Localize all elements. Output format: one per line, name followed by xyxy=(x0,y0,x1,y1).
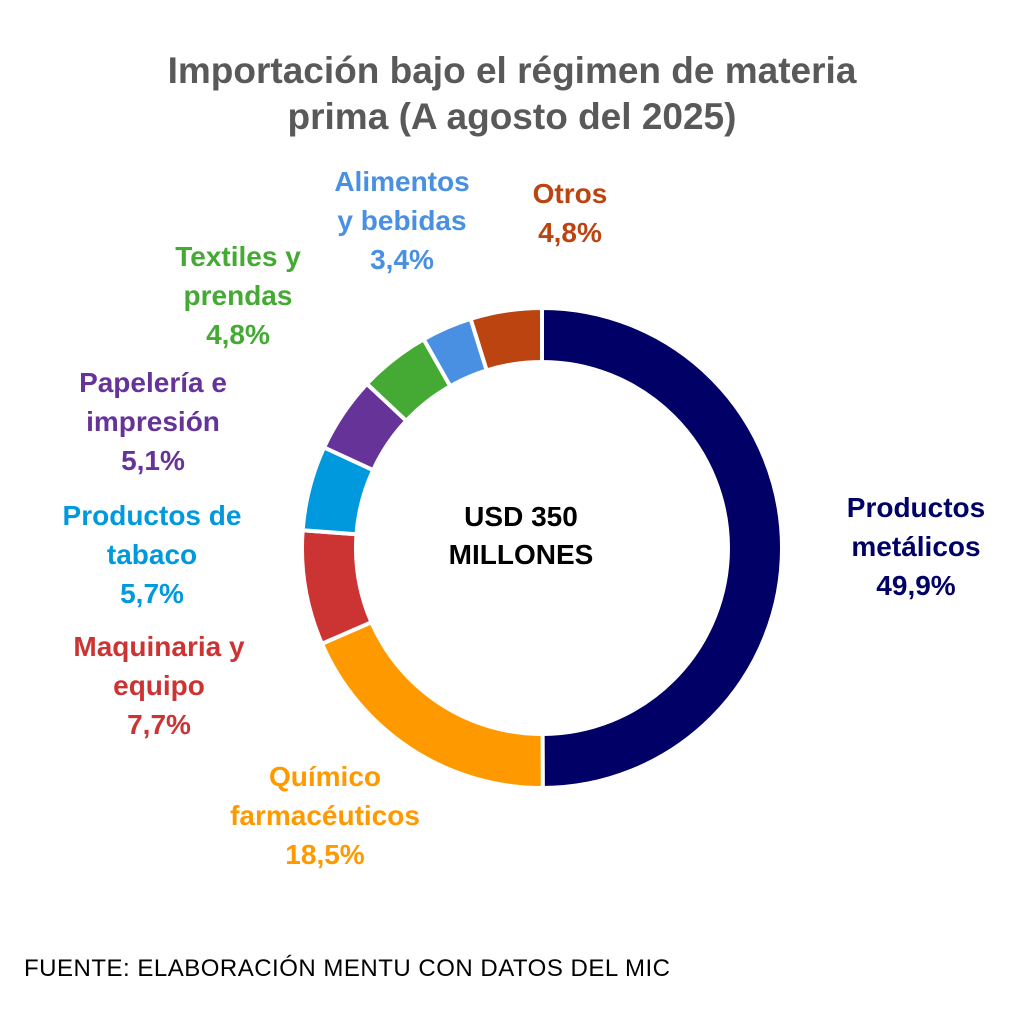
slice-value-label: 49,9% xyxy=(876,570,956,601)
slice-value-label: 3,4% xyxy=(370,244,434,275)
slice-value-label: 4,8% xyxy=(538,217,602,248)
slice-label-quimico-farmaceuticos: Químico farmacéuticos 18,5% xyxy=(230,757,420,874)
slice-value-label: 18,5% xyxy=(285,839,365,870)
slice-label-papeleria-impresion: Papelería e impresión 5,1% xyxy=(79,363,227,480)
source-note: FUENTE: ELABORACIÓN MENTU CON DATOS DEL … xyxy=(24,955,671,982)
slice-label-otros: Otros 4,8% xyxy=(533,174,608,252)
slice-label-line: Productos xyxy=(846,492,986,523)
donut-slice-7 xyxy=(468,305,544,373)
slice-label-line: equipo xyxy=(113,670,205,701)
chart-title-line-2: prima (A agosto del 2025) xyxy=(287,96,737,137)
slice-label-line: y bebidas xyxy=(337,205,467,236)
slice-label-maquinaria-equipo: Maquinaria y equipo 7,7% xyxy=(73,627,244,744)
slice-label-line: prendas xyxy=(183,280,293,311)
slice-label-line: Otros xyxy=(532,178,608,209)
slice-label-line: tabaco xyxy=(106,539,198,570)
slice-label-line: farmacéuticos xyxy=(230,800,420,831)
chart-title: Importación bajo el régimen de materia p… xyxy=(0,48,1024,140)
slice-label-line: Textiles y xyxy=(175,241,301,272)
slice-label-line: Químico xyxy=(268,761,381,792)
center-label-line-2: MILLONES xyxy=(448,539,594,570)
center-total-label: USD 350 MILLONES xyxy=(449,498,594,574)
slice-label-line: Papelería e xyxy=(79,367,227,398)
slice-label-alimentos-bebidas: Alimentos y bebidas 3,4% xyxy=(334,162,469,279)
donut-slice-2 xyxy=(300,528,375,647)
center-label-line-1: USD 350 xyxy=(464,501,578,532)
slice-label-line: Productos de xyxy=(62,500,242,531)
slice-value-label: 5,1% xyxy=(121,445,185,476)
chart-title-line-1: Importación bajo el régimen de materia xyxy=(167,50,857,91)
donut-slice-0 xyxy=(540,305,784,791)
slice-value-label: 7,7% xyxy=(127,709,191,740)
slice-label-line: metálicos xyxy=(851,531,981,562)
slice-label-line: Maquinaria y xyxy=(73,631,245,662)
slice-label-productos-tabaco: Productos de tabaco 5,7% xyxy=(63,496,242,613)
slice-label-textiles-prendas: Textiles y prendas 4,8% xyxy=(175,237,301,354)
slice-label-line: Alimentos xyxy=(334,166,470,197)
slice-value-label: 4,8% xyxy=(206,319,270,350)
slice-label-line: impresión xyxy=(86,406,220,437)
slice-label-productos-metalicos: Productos metálicos 49,9% xyxy=(847,488,985,605)
slice-value-label: 5,7% xyxy=(120,578,184,609)
